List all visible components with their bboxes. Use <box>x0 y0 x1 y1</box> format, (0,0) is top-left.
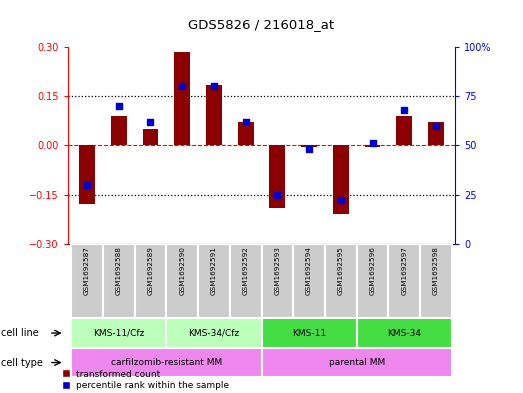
Bar <box>262 244 293 318</box>
Point <box>178 83 186 90</box>
Bar <box>333 145 349 214</box>
Bar <box>262 348 452 377</box>
Text: GSM1692595: GSM1692595 <box>338 246 344 295</box>
Bar <box>389 244 420 318</box>
Bar <box>71 318 166 348</box>
Text: GSM1692597: GSM1692597 <box>401 246 407 295</box>
Bar <box>325 244 357 318</box>
Text: GSM1692593: GSM1692593 <box>275 246 280 295</box>
Bar <box>166 318 262 348</box>
Point <box>400 107 408 113</box>
Text: KMS-11: KMS-11 <box>292 329 326 338</box>
Text: KMS-34: KMS-34 <box>387 329 421 338</box>
Text: cell type: cell type <box>1 358 43 367</box>
Bar <box>206 85 222 145</box>
Text: GSM1692588: GSM1692588 <box>116 246 122 295</box>
Text: GSM1692592: GSM1692592 <box>243 246 248 295</box>
Text: carfilzomib-resistant MM: carfilzomib-resistant MM <box>111 358 222 367</box>
Point <box>305 146 313 152</box>
Bar <box>357 244 389 318</box>
Bar <box>420 244 452 318</box>
Text: GSM1692596: GSM1692596 <box>370 246 376 295</box>
Bar <box>166 244 198 318</box>
Bar <box>103 244 134 318</box>
Text: GSM1692589: GSM1692589 <box>147 246 153 295</box>
Bar <box>396 116 412 145</box>
Point <box>432 123 440 129</box>
Bar <box>79 145 95 204</box>
Text: GDS5826 / 216018_at: GDS5826 / 216018_at <box>188 18 335 31</box>
Bar <box>71 348 262 377</box>
Point <box>115 103 123 109</box>
Bar <box>238 123 254 145</box>
Point <box>210 83 218 90</box>
Point <box>146 119 155 125</box>
Bar <box>174 52 190 145</box>
Bar <box>143 129 158 145</box>
Point <box>242 119 250 125</box>
Text: GSM1692590: GSM1692590 <box>179 246 185 295</box>
Bar <box>230 244 262 318</box>
Point <box>83 182 91 188</box>
Bar <box>301 145 317 147</box>
Text: KMS-11/Cfz: KMS-11/Cfz <box>93 329 144 338</box>
Bar <box>111 116 127 145</box>
Bar <box>134 244 166 318</box>
Point <box>368 140 377 147</box>
Bar <box>357 318 452 348</box>
Point <box>337 197 345 204</box>
Text: GSM1692587: GSM1692587 <box>84 246 90 295</box>
Bar <box>293 244 325 318</box>
Bar <box>262 318 357 348</box>
Bar <box>428 123 444 145</box>
Text: KMS-34/Cfz: KMS-34/Cfz <box>188 329 240 338</box>
Point <box>273 191 281 198</box>
Bar <box>269 145 285 208</box>
Text: GSM1692594: GSM1692594 <box>306 246 312 295</box>
Text: GSM1692598: GSM1692598 <box>433 246 439 295</box>
Text: parental MM: parental MM <box>328 358 385 367</box>
Bar <box>198 244 230 318</box>
Text: GSM1692591: GSM1692591 <box>211 246 217 295</box>
Bar <box>71 244 103 318</box>
Bar <box>365 145 380 147</box>
Legend: transformed count, percentile rank within the sample: transformed count, percentile rank withi… <box>62 370 230 391</box>
Text: cell line: cell line <box>1 328 39 338</box>
